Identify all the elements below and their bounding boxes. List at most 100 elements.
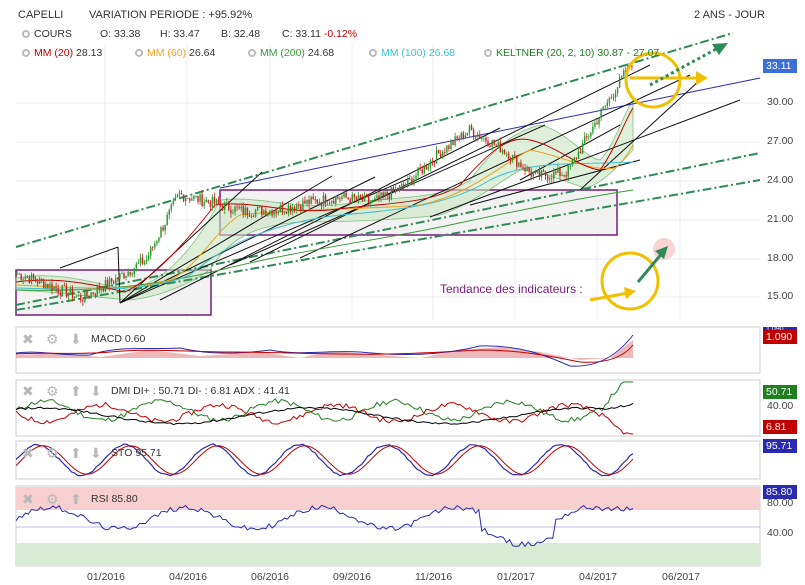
candle-body (211, 196, 214, 207)
candle-body (131, 273, 133, 275)
period-selector[interactable]: 2 ANS - JOUR (694, 9, 765, 21)
candle-body (246, 207, 249, 216)
highlight-circle-top (624, 51, 682, 109)
candle-body (232, 212, 234, 214)
arrow-down-icon[interactable]: ⬇ (70, 331, 82, 347)
rsi-oversold-zone (16, 543, 760, 565)
candle-body (610, 97, 613, 99)
rsi-overbought-zone (16, 487, 760, 510)
candle-body (616, 87, 619, 94)
candle-body (141, 257, 144, 264)
sideways-arrow-head (696, 71, 708, 85)
settings-icon[interactable] (22, 49, 30, 58)
candle-body (567, 165, 569, 177)
candle-body (571, 160, 574, 166)
macd-badge: 1.090 (763, 330, 797, 344)
candle-body (477, 134, 479, 137)
candle-body (43, 280, 45, 289)
candle-body (269, 210, 271, 213)
legend-open: O: 33.38 (100, 28, 141, 40)
candle-body (145, 259, 148, 262)
legend-ma100[interactable]: MM (100) 26.68 (369, 47, 455, 59)
indicator-up-arrow-head (655, 246, 668, 259)
y-tick: 21.00 (767, 213, 794, 225)
candle-body (121, 273, 123, 275)
candle-body (402, 184, 405, 187)
candle-body (583, 136, 586, 143)
candle-body (427, 166, 430, 170)
arrow-down-icon[interactable]: ⬇ (90, 383, 102, 399)
up-trend-dotted-arrow-head (712, 43, 728, 55)
arrow-up-icon[interactable]: ⬆ (70, 383, 82, 399)
close-icon[interactable]: ✖ (22, 445, 34, 461)
settings-icon[interactable] (135, 49, 143, 58)
candle-body (528, 167, 530, 172)
settings-icon[interactable] (369, 49, 377, 58)
gear-icon[interactable]: ⚙ (46, 331, 59, 347)
arrow-up-icon[interactable]: ⬆ (70, 491, 82, 507)
x-tick: 11/2016 (415, 571, 453, 583)
candle-body (419, 167, 421, 170)
x-tick: 04/2016 (169, 571, 207, 583)
gear-icon[interactable]: ⚙ (46, 445, 59, 461)
candle-body (53, 286, 55, 291)
candle-body (532, 173, 534, 177)
y-tick: 15.00 (767, 290, 794, 302)
candle-body (485, 137, 487, 142)
candle-body (318, 202, 321, 204)
candle-body (466, 132, 469, 136)
candle-body (374, 198, 376, 200)
candle-body (511, 155, 514, 161)
candle-body (345, 192, 347, 198)
settings-icon[interactable] (484, 49, 492, 58)
period-variation: VARIATION PERIODE : +95.92% (89, 9, 253, 21)
candle-body (372, 199, 374, 202)
indicator-pointer-arrow-head (624, 287, 636, 299)
legend-cours[interactable]: COURS (22, 28, 72, 40)
candle-body (394, 188, 397, 192)
candle-body (343, 192, 345, 197)
candle-body (384, 192, 386, 196)
close-icon[interactable]: ✖ (22, 383, 34, 399)
candle-body (106, 280, 109, 287)
candle-body (577, 151, 580, 159)
legend-ma60[interactable]: MM (60) 26.64 (135, 47, 215, 59)
candle-body (236, 206, 238, 208)
candle-body (600, 109, 602, 118)
candle-body (170, 204, 172, 210)
candle-body (22, 278, 24, 280)
settings-icon[interactable] (248, 49, 256, 58)
candle-body (495, 144, 497, 146)
close-icon[interactable]: ✖ (22, 331, 34, 347)
candle-body (542, 170, 545, 172)
candle-body (139, 257, 142, 263)
sto-label: STO 95.71 (111, 447, 162, 459)
legend-ma200[interactable]: MM (200) 24.68 (248, 47, 334, 59)
gear-icon[interactable]: ⚙ (46, 491, 59, 507)
arrow-down-icon[interactable]: ⬇ (90, 445, 102, 461)
settings-icon[interactable] (22, 30, 30, 39)
close-icon[interactable]: ✖ (22, 491, 34, 507)
legend-keltner[interactable]: KELTNER (20, 2, 10) 30.87 - 27.07 (484, 47, 659, 59)
candle-body (602, 106, 604, 110)
candle-body (180, 193, 183, 195)
candle-body (588, 136, 590, 138)
candle-body (178, 193, 181, 195)
candle-body (34, 278, 37, 282)
candle-body (203, 202, 205, 206)
candle-body (195, 195, 197, 197)
candle-body (437, 150, 440, 154)
candle-body (353, 194, 356, 198)
candle-body (314, 199, 316, 200)
gear-icon[interactable]: ⚙ (46, 383, 59, 399)
price-candlesticks (16, 62, 633, 306)
candle-body (370, 201, 372, 203)
candle-body (604, 105, 606, 107)
candle-body (359, 195, 362, 199)
legend-ma20[interactable]: MM (20) 28.13 (22, 47, 102, 59)
candle-body (300, 205, 302, 210)
arrow-up-icon[interactable]: ⬆ (70, 445, 82, 461)
candle-body (273, 211, 275, 216)
candle-body (388, 195, 391, 199)
candle-body (411, 178, 413, 185)
